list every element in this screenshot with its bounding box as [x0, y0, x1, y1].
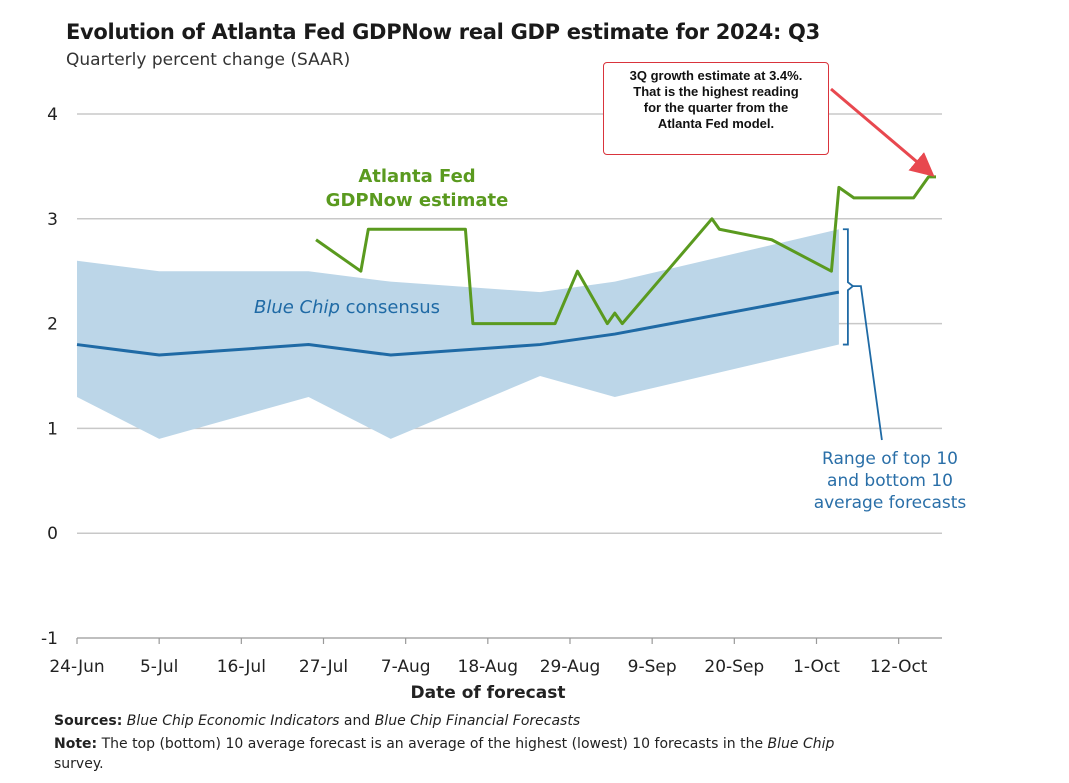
range-label-line: and bottom 10: [827, 471, 953, 491]
y-tick-label: 2: [47, 315, 58, 335]
x-tick-label: 27-Jul: [299, 657, 348, 677]
chart-title: Evolution of Atlanta Fed GDPNow real GDP…: [66, 20, 820, 44]
blue-chip-consensus-line: [76, 290, 840, 357]
y-tick-label: 1: [47, 419, 58, 439]
x-tick-label: 5-Jul: [140, 657, 178, 677]
x-axis-label: Date of forecast: [411, 683, 566, 703]
consensus-label: Blue Chip consensus: [254, 297, 440, 318]
sources-label: Sources:: [54, 713, 123, 729]
consensus-label-rest: consensus: [340, 297, 440, 318]
callout-line: for the quarter from the: [643, 100, 789, 115]
y-tick-label: 4: [47, 105, 58, 125]
x-tick-label: 16-Jul: [217, 657, 266, 677]
note-label: Note:: [54, 736, 98, 752]
gdpnow-label-line2: GDPNow estimate: [326, 190, 509, 211]
gdpnow-estimate-line: [315, 175, 936, 326]
range-label: Range of top 10 and bottom 10 average fo…: [810, 448, 970, 514]
range-leader-line: [852, 285, 883, 441]
x-tick-label: 20-Sep: [704, 657, 764, 677]
sources-publication-1: Blue Chip Economic Indicators: [126, 713, 340, 729]
x-tick-label: 12-Oct: [870, 657, 928, 677]
consensus-label-italic: Blue Chip: [254, 297, 340, 318]
forecast-range-band: [77, 229, 839, 439]
y-tick-label: 0: [47, 524, 58, 544]
callout-line: Atlanta Fed model.: [657, 116, 775, 131]
x-tick-label: 24-Jun: [49, 657, 104, 677]
range-bracket: [842, 228, 855, 346]
note-italic: Blue Chip: [767, 736, 835, 752]
gdpnow-label-line1: Atlanta Fed: [358, 166, 475, 187]
callout-line: That is the highest reading: [633, 84, 799, 99]
callout-line: 3Q growth estimate at 3.4%.: [629, 68, 803, 83]
y-tick-label: 3: [47, 210, 58, 230]
range-label-line: Range of top 10: [822, 449, 958, 469]
callout-arrow: [830, 87, 935, 177]
callout-box: 3Q growth estimate at 3.4%. That is the …: [603, 62, 829, 155]
x-tick-label: 18-Aug: [458, 657, 519, 677]
x-tick-label: 9-Sep: [628, 657, 677, 677]
x-tick-label: 1-Oct: [793, 657, 840, 677]
range-label-line: average forecasts: [813, 493, 967, 513]
y-tick-label: -1: [41, 629, 58, 649]
note-line-2: survey.: [54, 756, 104, 772]
x-tick-label: 7-Aug: [381, 657, 431, 677]
sources-publication-2: Blue Chip Financial Forecasts: [374, 713, 581, 729]
chart-subtitle: Quarterly percent change (SAAR): [66, 50, 351, 70]
note-line: Note: The top (bottom) 10 average foreca…: [54, 736, 834, 752]
sources-line: Sources: Blue Chip Economic Indicators a…: [54, 713, 580, 729]
note-text: The top (bottom) 10 average forecast is …: [97, 736, 768, 752]
sources-conjunction: and: [339, 713, 375, 729]
x-tick-label: 29-Aug: [540, 657, 601, 677]
